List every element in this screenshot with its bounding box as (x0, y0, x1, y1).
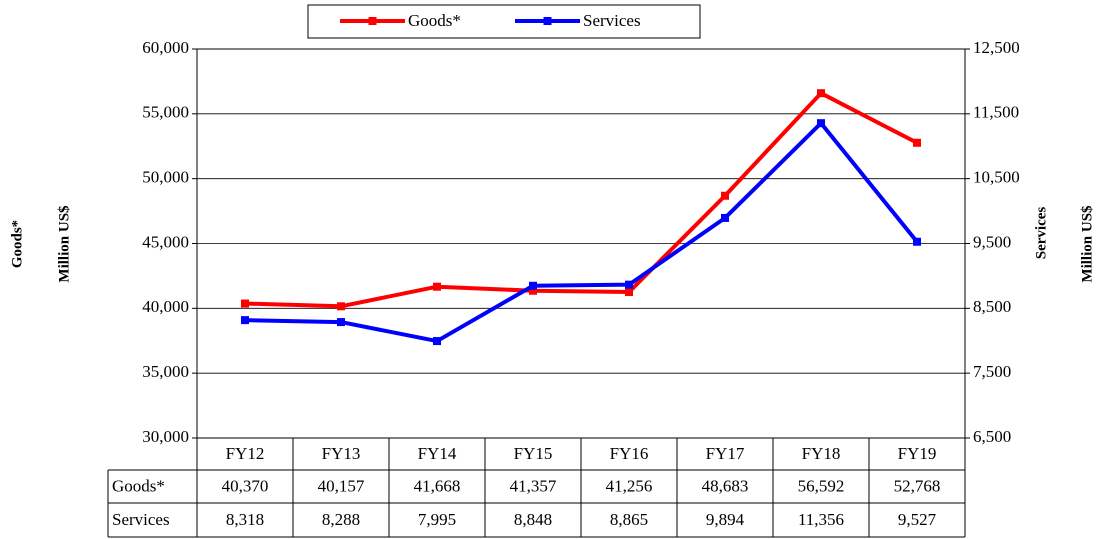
point-marker (721, 213, 729, 222)
legend-marker (543, 17, 552, 25)
point-marker (337, 302, 345, 311)
table-row-label: Services (112, 510, 170, 529)
legend-label: Goods* (408, 11, 461, 30)
table-value: 40,370 (222, 476, 269, 495)
point-marker (529, 281, 537, 290)
y2-tick-label: 6,500 (973, 427, 1011, 446)
table-value: 9,894 (706, 510, 745, 529)
table-value: 11,356 (798, 510, 844, 529)
y-axis-unit: Million US$ (56, 205, 72, 283)
x-tick-label: FY14 (418, 444, 457, 463)
point-marker (241, 316, 249, 325)
table-value: 8,848 (514, 510, 552, 529)
table-value: 41,357 (510, 476, 557, 495)
x-tick-label: FY12 (226, 444, 265, 463)
table-value: 40,157 (318, 476, 365, 495)
y2-axis-label: Services (1033, 207, 1049, 260)
x-tick-label: FY19 (898, 444, 937, 463)
y2-tick-label: 10,500 (973, 168, 1020, 187)
x-tick-label: FY13 (322, 444, 361, 463)
point-marker (817, 89, 825, 98)
table-value: 52,768 (894, 476, 941, 495)
table-value: 9,527 (898, 510, 937, 529)
table-value: 7,995 (418, 510, 456, 529)
point-marker (433, 337, 441, 346)
y2-tick-label: 12,500 (973, 38, 1020, 57)
y2-tick-label: 9,500 (973, 232, 1011, 251)
series-line (244, 121, 919, 344)
point-marker (913, 138, 921, 147)
y-tick-label: 30,000 (142, 427, 189, 446)
point-marker (241, 299, 249, 308)
y-tick-label: 40,000 (142, 297, 189, 316)
point-marker (337, 318, 345, 327)
point-marker (913, 237, 921, 246)
point-marker (433, 282, 441, 291)
point-marker (817, 119, 825, 128)
series-line (244, 91, 918, 309)
x-tick-label: FY18 (802, 444, 841, 463)
y2-tick-label: 11,500 (973, 103, 1019, 122)
point-marker (721, 191, 729, 200)
point-marker (625, 288, 633, 297)
legend-marker (368, 17, 377, 25)
y-tick-label: 45,000 (142, 232, 189, 251)
table-value: 8,865 (610, 510, 648, 529)
table-value: 48,683 (702, 476, 749, 495)
x-tick-label: FY17 (706, 444, 745, 463)
y2-tick-label: 8,500 (973, 297, 1011, 316)
y-tick-label: 60,000 (142, 38, 189, 57)
y-tick-label: 50,000 (142, 168, 189, 187)
table-value: 41,256 (606, 476, 653, 495)
table-value: 56,592 (798, 476, 845, 495)
table-value: 41,668 (414, 476, 461, 495)
point-marker (625, 280, 633, 289)
y2-axis-unit: Million US$ (1079, 205, 1095, 283)
table-row-label: Goods* (112, 476, 165, 495)
table-value: 8,288 (322, 510, 360, 529)
y-tick-label: 55,000 (142, 103, 189, 122)
y-tick-label: 35,000 (142, 362, 189, 381)
legend-label: Services (583, 11, 641, 30)
y2-tick-label: 7,500 (973, 362, 1011, 381)
x-tick-label: FY15 (514, 444, 553, 463)
y-axis-label: Goods* (9, 220, 25, 268)
x-tick-label: FY16 (610, 444, 649, 463)
point-marker (529, 286, 537, 295)
table-value: 8,318 (226, 510, 264, 529)
